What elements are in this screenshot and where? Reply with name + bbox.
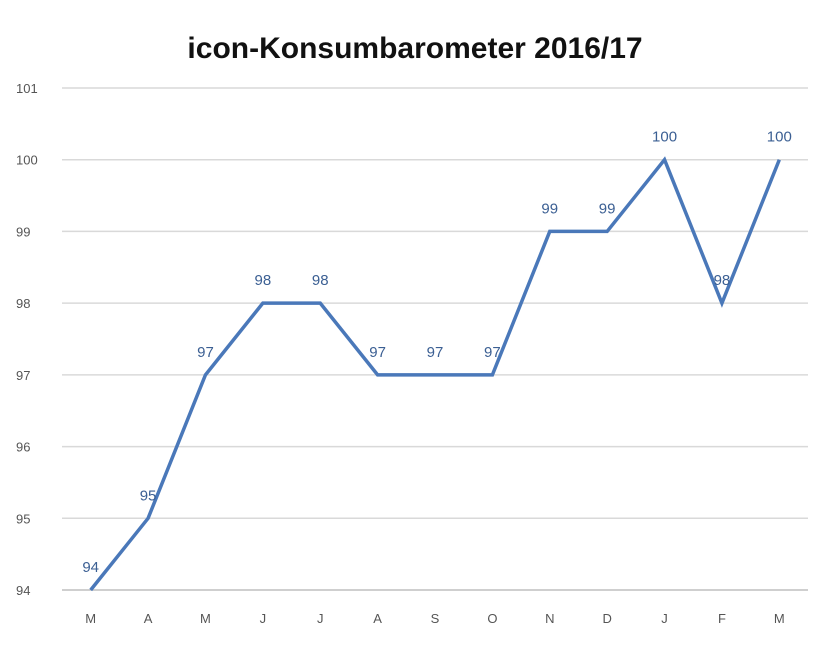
data-label: 97 [427,344,444,361]
y-tick-label: 99 [16,224,30,239]
data-labels: 94 95 97 98 98 97 97 97 99 99 100 98 100 [82,129,791,576]
gridlines [62,87,808,591]
data-label: 97 [369,344,386,361]
data-label: 97 [484,344,501,361]
data-label: 98 [255,272,272,289]
x-tick-label: S [431,611,440,626]
x-tick-label: A [373,611,382,626]
data-label: 100 [767,129,792,146]
data-label: 97 [197,344,214,361]
y-tick-label: 94 [16,583,30,598]
data-label: 99 [599,200,616,217]
x-tick-label: N [545,611,554,626]
y-axis-tick-labels: 94 95 96 97 98 99 100 101 [16,81,38,598]
y-tick-label: 98 [16,296,30,311]
data-label: 94 [82,559,99,576]
y-tick-label: 96 [16,440,30,455]
x-tick-label: J [317,611,324,626]
chart-title: icon-Konsumbarometer 2016/17 [187,32,642,65]
y-tick-label: 100 [16,153,38,168]
x-tick-label: J [260,611,267,626]
x-tick-label: D [602,611,611,626]
data-label: 95 [140,487,157,504]
x-tick-label: J [661,611,668,626]
y-tick-label: 97 [16,368,30,383]
x-tick-label: A [144,611,153,626]
x-tick-label: M [85,611,96,626]
x-tick-label: F [718,611,726,626]
data-label: 100 [652,129,677,146]
x-tick-label: O [487,611,497,626]
data-label: 98 [714,272,731,289]
x-tick-label: M [774,611,785,626]
series-lines [89,156,781,592]
y-tick-label: 101 [16,81,38,96]
data-label: 99 [541,200,558,217]
data-label: 98 [312,272,329,289]
x-tick-label: M [200,611,211,626]
y-tick-label: 95 [16,511,30,526]
series-line [89,156,781,592]
